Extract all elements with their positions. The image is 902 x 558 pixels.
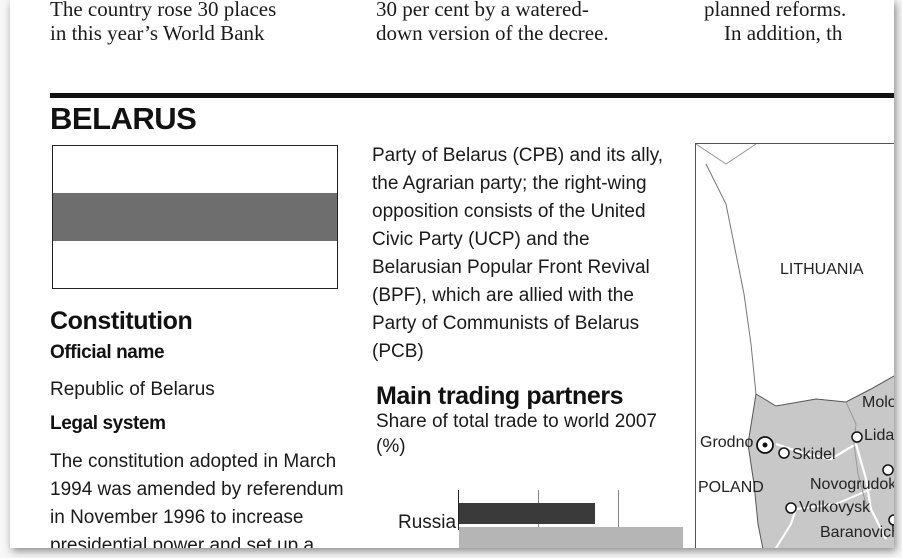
top-col2-line2: down version of the decree. <box>376 21 609 45</box>
national-border <box>696 144 757 165</box>
belarus-region <box>747 375 894 548</box>
section-rule <box>50 93 894 98</box>
trading-heading: Main trading partners <box>376 382 624 410</box>
chart-bar <box>459 527 683 548</box>
lithuania-border <box>705 163 757 395</box>
chart-gridline <box>458 490 459 530</box>
road <box>774 508 797 548</box>
map-label-skidel: Skidel <box>792 446 836 463</box>
road <box>775 442 857 461</box>
flag <box>52 145 338 289</box>
parties-line: (BPF), which are allied with the <box>372 285 634 306</box>
trading-subtitle-line1: Share of total trade to world 2007 <box>376 411 657 432</box>
grodno-marker-dot <box>762 442 768 448</box>
map-label-lithuania: LITHUANIA <box>780 261 864 278</box>
parties-line: Belarusian Popular Front Revival <box>372 257 650 278</box>
novogrudok-marker <box>882 464 894 476</box>
parties-line: Civic Party (UCP) and the <box>372 229 590 250</box>
legal-system-line: in November 1996 to increase <box>50 507 304 528</box>
road <box>795 488 872 510</box>
legal-system-line: 1994 was amended by referendum <box>50 479 344 500</box>
map-label-grodno: Grodno <box>700 434 754 451</box>
official-name-label: Official name <box>50 342 165 363</box>
parties-line: Party of Communists of Belarus <box>372 313 640 334</box>
parties-line: Party of Belarus (CPB) and its ally, <box>372 145 664 166</box>
top-col3-line2: In addition, th <box>724 21 843 45</box>
map-label-lida: Lida <box>864 427 894 444</box>
baranovichi-marker <box>888 514 894 526</box>
road <box>854 443 887 540</box>
parties-line: opposition consists of the United <box>372 201 646 222</box>
top-col3-line1: planned reforms. <box>704 0 847 21</box>
map-label-baranovichi: Baranovichi <box>820 524 894 541</box>
map-label-novogrudok: Novogrudok <box>810 476 894 493</box>
flag-stripe <box>53 193 337 241</box>
legal-system-line: The constitution adopted in March <box>50 451 337 472</box>
legal-system-label: Legal system <box>50 413 166 434</box>
parties-line: the Agrarian party; the right-wing <box>372 173 647 194</box>
top-col1-line1: The country rose 30 places <box>50 0 277 21</box>
map-label-molodechno: Molo <box>862 394 894 411</box>
chart-category-label: Russia <box>398 512 457 533</box>
top-col1-line2: in this year’s World Bank <box>50 21 265 45</box>
document-page: The country rose 30 places in this year’… <box>10 0 894 548</box>
parties-line: (PCB) <box>372 341 424 362</box>
map-label-poland: POLAND <box>698 479 764 496</box>
country-title: BELARUS <box>50 101 197 136</box>
map-label-volkovysk: Volkovysk <box>799 499 871 516</box>
map-svg <box>696 144 894 548</box>
volkovysk-marker <box>785 502 797 514</box>
trading-subtitle-line2: (%) <box>376 436 406 457</box>
constitution-heading: Constitution <box>50 307 193 335</box>
chart-bar <box>459 503 595 524</box>
lida-marker <box>851 431 863 443</box>
official-name-value: Republic of Belarus <box>50 379 215 400</box>
river <box>845 401 867 505</box>
legal-system-line: presidential power and set up a <box>50 535 315 548</box>
chart-gridline <box>618 490 619 530</box>
skidel-marker <box>778 447 790 459</box>
top-col2-line1: 30 per cent by a watered- <box>376 0 589 21</box>
map: LITHUANIA POLAND Grodno Skidel Lida Novo… <box>695 143 894 548</box>
